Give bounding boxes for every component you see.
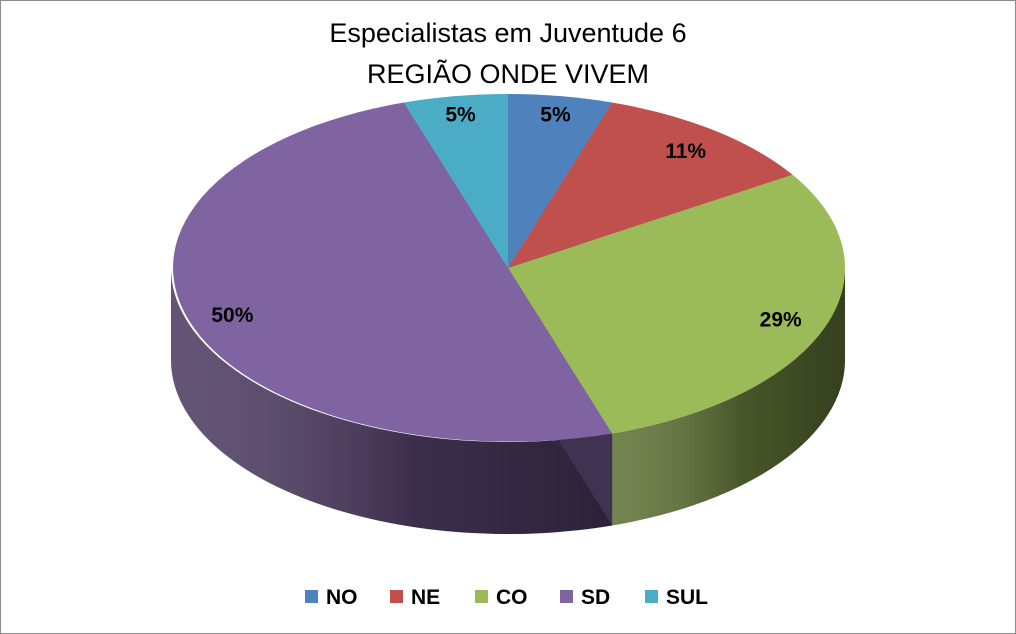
legend-label-ne: NE — [411, 586, 440, 609]
chart-title-line-2: REGIÃO ONDE VIVEM — [367, 58, 649, 89]
legend-swatch-ne — [390, 590, 403, 603]
pie-slice-no — [508, 94, 613, 268]
data-label-ne: 11% — [665, 140, 706, 163]
pie-slices — [173, 94, 845, 442]
legend-label-sd: SD — [581, 586, 610, 609]
data-labels: 5% 11% 29% 50% 5% — [211, 103, 802, 331]
legend: NO NE CO SD SUL — [305, 586, 708, 609]
pie-slice-sul — [403, 94, 508, 268]
legend-label-co: CO — [496, 586, 528, 609]
legend-label-sul: SUL — [666, 586, 708, 609]
chart-title-line-1: Especialistas em Juventude 6 — [329, 18, 686, 48]
legend-label-no: NO — [326, 586, 358, 609]
pie-slice-ne — [508, 102, 793, 269]
data-label-sul: 5% — [445, 103, 476, 126]
data-label-sd: 50% — [211, 304, 253, 327]
legend-swatch-no — [305, 590, 318, 603]
pie-slice-co — [508, 174, 845, 434]
pie-slice-sd — [173, 102, 613, 442]
pie-side-shade — [612, 268, 845, 526]
pie-side-shade — [171, 268, 613, 534]
data-label-no: 5% — [540, 103, 571, 126]
legend-swatch-co — [475, 590, 488, 603]
data-label-co: 29% — [760, 309, 802, 332]
legend-swatch-sd — [560, 590, 573, 603]
legend-swatch-sul — [645, 590, 658, 603]
